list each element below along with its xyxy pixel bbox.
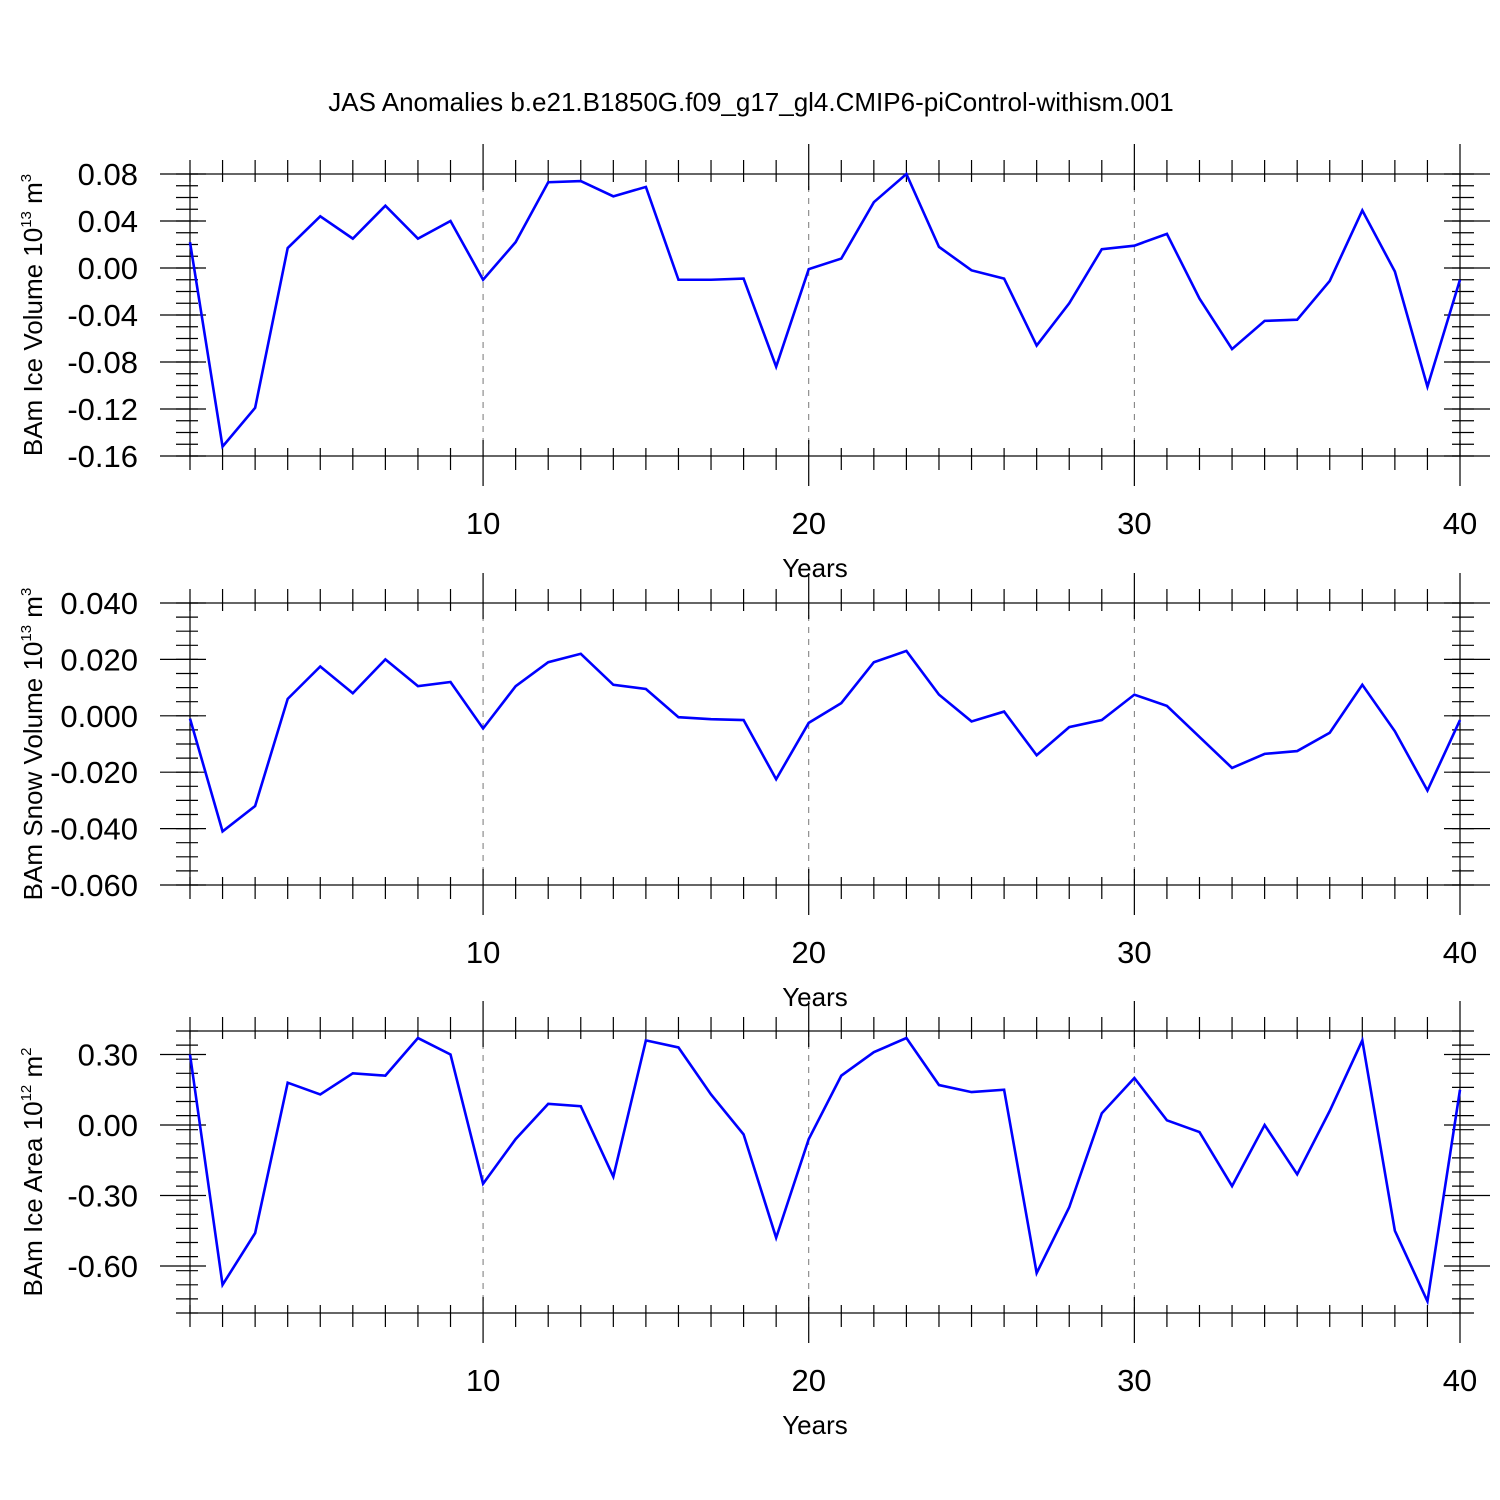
x-tick-label: 20 [791, 1363, 825, 1398]
x-tick-label: 30 [1117, 506, 1151, 541]
y-tick-label: 0.00 [78, 1108, 138, 1143]
y-axis-title: BAm Snow Volume 1013 m3 [18, 588, 48, 901]
series-line [188, 171, 1462, 450]
panel-3: 10 20 30 40 0.30 0.00 -0.30 -0.60 Years BAm Ice A… [18, 1001, 1490, 1440]
x-tick-label: 30 [1117, 1363, 1151, 1398]
series-line [188, 1036, 1462, 1306]
y-tick-label: -0.60 [67, 1249, 138, 1284]
plot-frame [189, 602, 1461, 886]
y-axis-title: BAm Ice Area 1012 m2 [18, 1047, 48, 1296]
y-tick-label: -0.020 [50, 755, 138, 790]
y-tick-label: 0.08 [78, 157, 138, 192]
x-tick-label: 20 [791, 506, 825, 541]
panel-2: 10 20 30 40 0.040 0.020 0.000 -0.020 -0.040 -0.06… [18, 573, 1490, 1012]
x-tick-label: 10 [466, 506, 500, 541]
x-tick-label: 40 [1443, 506, 1477, 541]
x-tick-label: 40 [1443, 935, 1477, 970]
x-tick-label: 20 [791, 935, 825, 970]
panel-1: 10 20 30 40 0.08 0.04 0.00 -0.04 -0.08 -0.12 -0.16… [18, 144, 1490, 583]
y-axis-title: BAm Ice Volume 1013 m3 [18, 174, 48, 456]
y-tick-label: 0.020 [60, 642, 138, 677]
y-tick-label: -0.040 [50, 812, 138, 847]
y-tick-label: -0.30 [67, 1179, 138, 1214]
x-tick-label: 40 [1443, 1363, 1477, 1398]
x-axis-title: Years [782, 553, 848, 583]
y-tick-label: -0.16 [67, 439, 138, 474]
panels: 10 20 30 40 0.08 0.04 0.00 -0.04 -0.08 -0.12 -0.16… [18, 144, 1490, 1440]
plot-frame [189, 1030, 1461, 1314]
y-tick-label: 0.04 [78, 204, 138, 239]
x-tick-label: 30 [1117, 935, 1151, 970]
y-tick-label: -0.12 [67, 392, 138, 427]
x-tick-label: 10 [466, 1363, 500, 1398]
y-tick-label: 0.00 [78, 251, 138, 286]
y-tick-label: 0.040 [60, 586, 138, 621]
x-axis-title: Years [782, 1410, 848, 1440]
x-tick-label: 10 [466, 935, 500, 970]
plot-frame [189, 173, 1461, 457]
y-tick-label: -0.08 [67, 345, 138, 380]
y-tick-label: -0.04 [67, 298, 138, 333]
figure-title: JAS Anomalies b.e21.B1850G.f09_g17_gl4.C… [328, 87, 1173, 117]
y-tick-label: 0.000 [60, 699, 138, 734]
y-tick-label: -0.060 [50, 868, 138, 903]
x-axis-title: Years [782, 982, 848, 1012]
series-line [188, 649, 1462, 834]
y-tick-label: 0.30 [78, 1038, 138, 1073]
